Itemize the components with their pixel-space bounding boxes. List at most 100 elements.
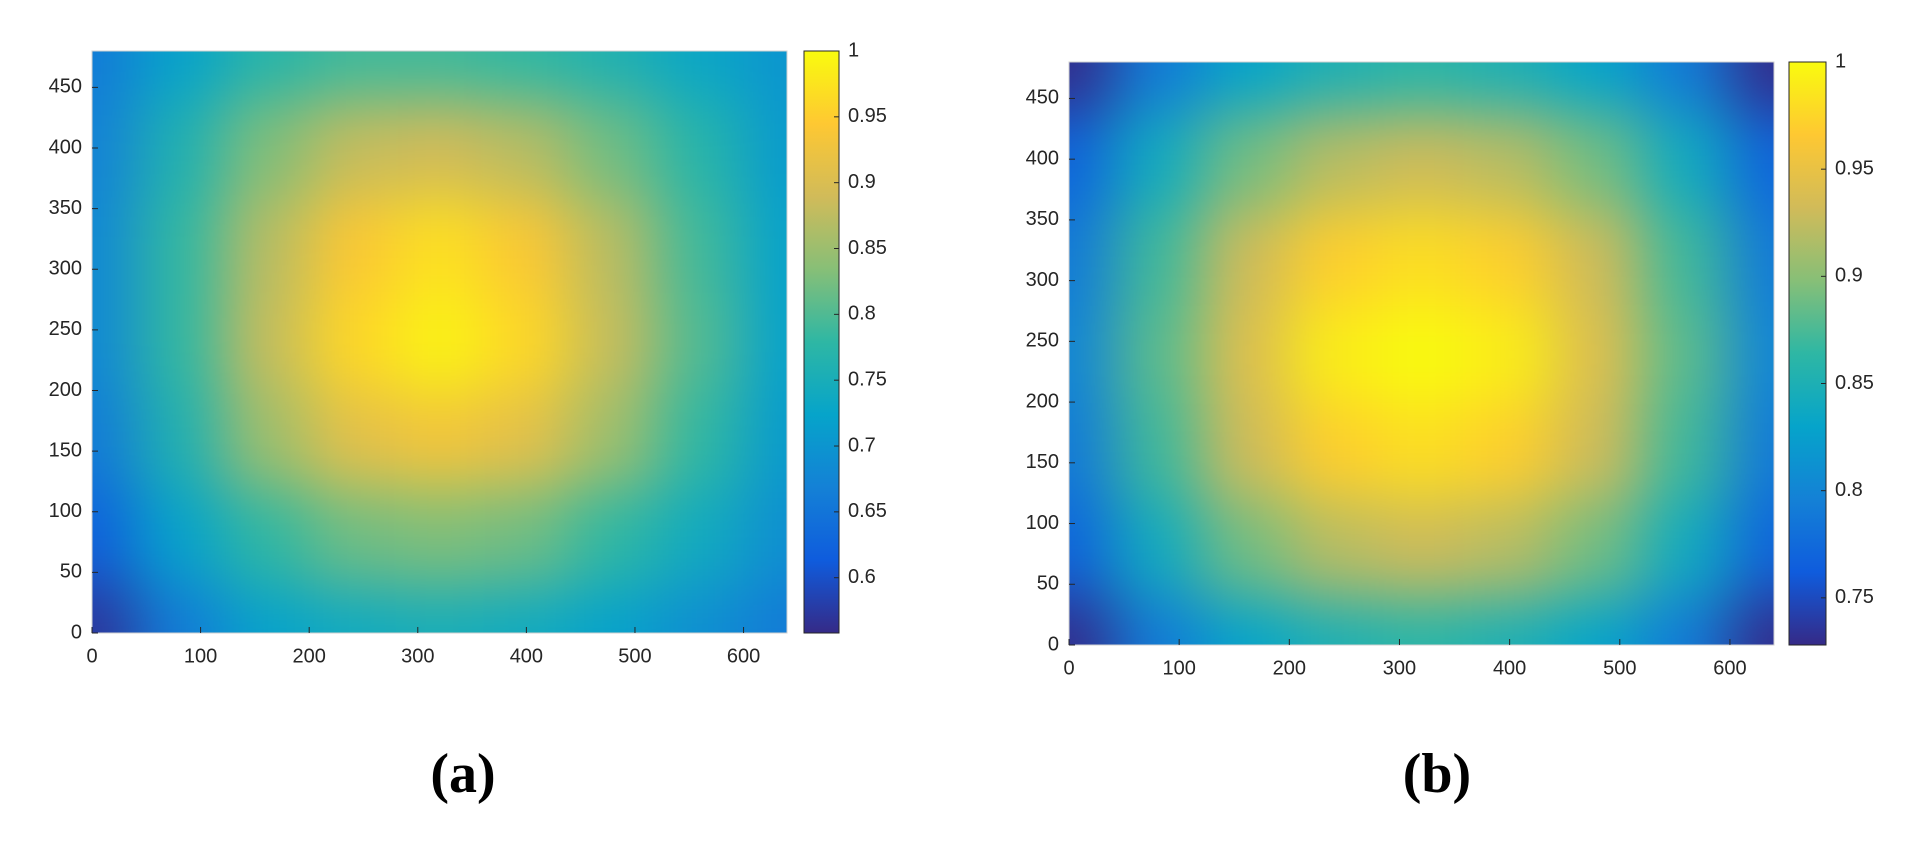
heatmap-cell: [1113, 499, 1203, 598]
y-tick-label: 300: [49, 258, 82, 280]
heatmap-cell: [222, 487, 311, 586]
heatmap-cell: [1113, 207, 1203, 306]
heatmap-cell: [1069, 62, 1115, 112]
heatmap-cell: [569, 196, 658, 295]
y-tick-label: 250: [49, 318, 82, 340]
heatmap-cell: [92, 390, 137, 489]
heatmap-cell: [92, 487, 137, 586]
y-tick-label: 50: [60, 561, 82, 583]
heatmap-cell: [1641, 402, 1731, 501]
y-tick-label: 100: [1026, 512, 1059, 534]
heatmap-cell: [222, 51, 311, 101]
heatmap-cell: [1201, 596, 1291, 645]
heatmap-cell: [222, 293, 311, 392]
heatmap-cell: [396, 487, 484, 586]
heatmap-cell: [309, 584, 398, 633]
heatmap-cell: [1553, 596, 1643, 645]
heatmap-cell: [1641, 207, 1731, 306]
heatmap-cell: [1465, 110, 1555, 209]
colorbar: [1788, 61, 1827, 646]
heatmap-cell: [135, 584, 224, 633]
x-tick-label: 500: [1603, 657, 1636, 679]
panel-caption: (a): [430, 743, 495, 805]
y-tick-label: 300: [1026, 269, 1059, 291]
y-tick-label: 0: [71, 621, 82, 643]
heatmap-cell: [1377, 62, 1467, 112]
heatmap-cell: [135, 99, 224, 198]
heatmap-cell: [222, 99, 311, 198]
y-tick-label: 0: [1048, 633, 1059, 655]
heatmap-cell: [1201, 402, 1291, 501]
colorbar-tick-label: 0.7: [848, 434, 876, 456]
y-tick-label: 400: [49, 136, 82, 158]
y-tick-label: 350: [1026, 208, 1059, 230]
heatmap-cell: [1201, 499, 1291, 598]
heatmap-cell: [1069, 402, 1115, 501]
heatmap-cell: [1289, 110, 1379, 209]
heatmap-cell: [569, 99, 658, 198]
x-tick-label: 100: [184, 645, 217, 667]
heatmap-cell: [1641, 110, 1731, 209]
heatmap-cell: [1289, 402, 1379, 501]
heatmap-cell: [222, 196, 311, 295]
heatmap-cell: [1729, 62, 1774, 112]
heatmap-cell: [1553, 110, 1643, 209]
heatmap-cell: [1729, 207, 1774, 306]
heatmap-cell: [656, 99, 745, 198]
heatmap-cell: [309, 196, 398, 295]
heatmap-cell: [743, 390, 787, 489]
heatmap-cell: [1465, 596, 1555, 645]
heatmap-cell: [396, 390, 484, 489]
y-tick-label: 250: [1026, 330, 1059, 352]
y-tick-label: 200: [49, 379, 82, 401]
x-tick-label: 300: [1383, 657, 1416, 679]
heatmap-cell: [482, 99, 571, 198]
heatmap-cell: [309, 99, 398, 198]
colorbar-tick-label: 1: [1835, 50, 1846, 72]
heatmap-cell: [135, 51, 224, 101]
heatmap-cell: [1553, 62, 1643, 112]
heatmap-cell: [1201, 207, 1291, 306]
heatmap-cells: [1069, 62, 1774, 645]
heatmap-area: [1069, 62, 1774, 645]
colorbar-tick-label: 0.8: [1835, 479, 1863, 501]
colorbar-tick-label: 1: [848, 39, 859, 61]
heatmap-cell: [656, 584, 745, 633]
heatmap-cell: [656, 487, 745, 586]
heatmap-cell: [135, 293, 224, 392]
heatmap-cell: [1465, 304, 1555, 404]
heatmap-cell: [92, 99, 137, 198]
x-tick-label: 200: [1273, 657, 1306, 679]
heatmap-cell: [1377, 207, 1467, 306]
heatmap-cell: [92, 293, 137, 392]
x-tick-label: 300: [401, 645, 434, 667]
heatmap-cell: [1465, 62, 1555, 112]
x-tick-label: 500: [618, 645, 651, 667]
heatmap-cell: [656, 196, 745, 295]
x-tick-label: 600: [727, 645, 760, 667]
colorbar-tick-label: 0.95: [848, 105, 887, 127]
heatmap-cell: [396, 196, 484, 295]
heatmap-cell: [482, 390, 571, 489]
y-tick-label: 150: [1026, 451, 1059, 473]
heatmap-cell: [1729, 402, 1774, 501]
heatmap-cell: [656, 293, 745, 392]
heatmap-cell: [1377, 596, 1467, 645]
y-tick-label: 350: [49, 197, 82, 219]
heatmap-cell: [396, 51, 484, 101]
heatmap-cell: [1113, 62, 1203, 112]
panel-caption: (b): [1403, 743, 1471, 805]
y-tick-label: 100: [49, 500, 82, 522]
heatmap-cell: [569, 390, 658, 489]
y-tick-label: 50: [1037, 573, 1059, 595]
heatmap-cell: [1289, 62, 1379, 112]
heatmap-cell: [309, 293, 398, 392]
heatmap-cell: [1465, 207, 1555, 306]
heatmap-cell: [743, 196, 787, 295]
heatmap-cell: [135, 390, 224, 489]
heatmap-cell: [1729, 499, 1774, 598]
heatmap-cell: [1553, 207, 1643, 306]
heatmap-cell: [569, 293, 658, 392]
heatmap-cell: [1069, 110, 1115, 209]
